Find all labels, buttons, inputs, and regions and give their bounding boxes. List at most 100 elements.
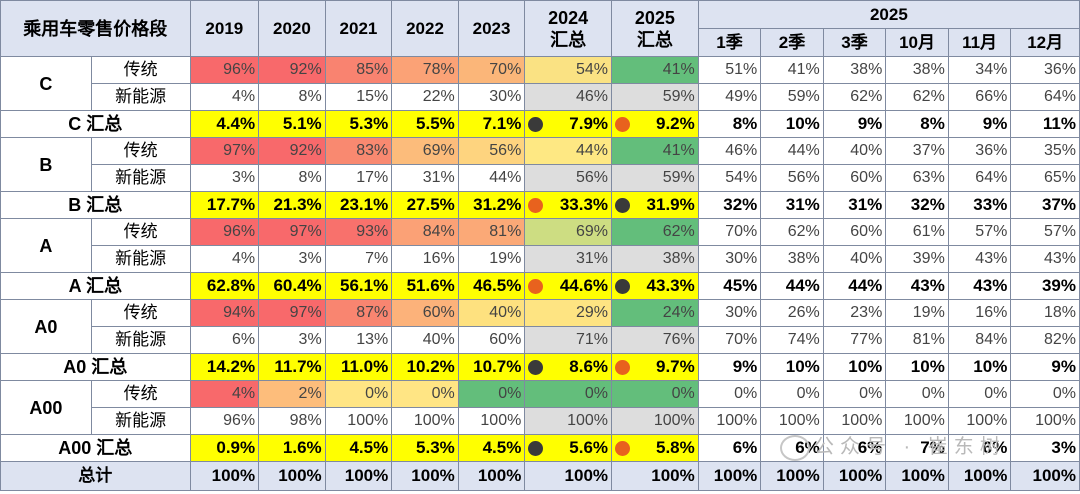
value-cell: 5.6% <box>524 434 613 462</box>
value-cell: 62% <box>611 218 699 246</box>
value-cell: 30% <box>697 299 762 327</box>
value-cell: 43% <box>1010 245 1080 273</box>
value-cell: 38% <box>611 245 699 273</box>
value-cell: 44% <box>760 272 824 300</box>
value-cell: 62% <box>760 218 824 246</box>
value-cell: 15% <box>324 83 393 111</box>
value-cell: 54% <box>697 164 762 192</box>
value-cell: 10% <box>760 353 824 381</box>
total-row: A0 汇总 14.2% 11.7% 11.0% 10.2% 10.7% 8.6% 9.7% 9%… <box>0 353 1080 381</box>
value-cell: 9.7% <box>611 353 699 381</box>
value-cell: 8% <box>697 110 762 138</box>
value-cell: 100% <box>324 407 393 435</box>
value-cell: 45% <box>697 272 762 300</box>
summary-2024-label: 汇总 <box>550 29 587 50</box>
value-cell: 56% <box>760 164 824 192</box>
value-cell: 3% <box>189 164 260 192</box>
value-cell: 6% <box>189 326 260 354</box>
value-cell: 62% <box>885 83 949 111</box>
value-cell: 6% <box>760 434 824 462</box>
group-2025-header: 2025 <box>697 0 1080 29</box>
value-cell: 3% <box>258 326 326 354</box>
value-cell: 16% <box>947 299 1012 327</box>
value-cell: 37% <box>885 137 949 165</box>
value-cell: 60% <box>822 218 887 246</box>
value-cell: 13% <box>324 326 393 354</box>
summary-2025-year: 2025 <box>634 7 675 28</box>
value-cell: 3% <box>1010 434 1080 462</box>
black-dot-icon <box>615 279 631 294</box>
value-cell: 87% <box>324 299 393 327</box>
sub-label: 传统 <box>90 137 191 165</box>
grand-total-label: 总计 <box>0 461 191 491</box>
value-cell: 74% <box>760 326 824 354</box>
value-cell: 81% <box>457 218 526 246</box>
value-cell: 70% <box>697 326 762 354</box>
black-dot-icon <box>528 441 544 456</box>
value-cell: 26% <box>760 299 824 327</box>
value-cell: 98% <box>258 407 326 435</box>
value-cell: 43.3% <box>611 272 699 300</box>
value-cell: 11% <box>1010 110 1080 138</box>
data-row: A00 传统 4% 2% 0% 0% 0% 0% 0% 0% 0% 0% 0% 0% 0% <box>0 380 1080 435</box>
value-cell: 17% <box>324 164 393 192</box>
value-cell: 46% <box>697 137 762 165</box>
value-cell: 77% <box>822 326 887 354</box>
value-cell: 9% <box>1010 353 1080 381</box>
value-cell: 65% <box>1010 164 1080 192</box>
sub-label: 传统 <box>90 218 191 246</box>
value-cell: 40% <box>822 137 887 165</box>
value-cell: 31.2% <box>457 191 526 219</box>
value-cell: 4.4% <box>189 110 260 138</box>
value-cell: 4.5% <box>324 434 393 462</box>
value-cell: 30% <box>697 245 762 273</box>
value-cell: 0% <box>760 380 824 408</box>
value-cell: 6% <box>822 434 887 462</box>
sub-label: 传统 <box>90 299 191 327</box>
value-cell: 34% <box>947 56 1012 84</box>
value-cell: 100% <box>1010 407 1080 435</box>
value-cell: 81% <box>885 326 949 354</box>
grand-total-value: 100% <box>885 461 949 491</box>
grand-total-value: 100% <box>189 461 260 491</box>
value-cell: 44% <box>457 164 526 192</box>
value-cell: 4% <box>189 83 260 111</box>
value-cell: 0% <box>391 380 459 408</box>
value-cell: 85% <box>324 56 393 84</box>
value-cell: 24% <box>611 299 699 327</box>
value-cell: 63% <box>885 164 949 192</box>
total-label: C 汇总 <box>0 110 191 138</box>
value-cell: 0% <box>1010 380 1080 408</box>
value-cell: 92% <box>258 137 326 165</box>
value-cell: 60% <box>822 164 887 192</box>
value-cell: 10% <box>947 353 1012 381</box>
value-cell: 59% <box>611 164 699 192</box>
value-cell: 32% <box>885 191 949 219</box>
value-text: 5.8% <box>656 438 695 457</box>
segment-label: B <box>0 137 92 192</box>
value-cell: 97% <box>258 299 326 327</box>
value-cell: 31% <box>524 245 613 273</box>
grand-total-value: 100% <box>822 461 887 491</box>
value-cell: 44% <box>822 272 887 300</box>
value-cell: 9% <box>822 110 887 138</box>
value-cell: 51% <box>697 56 762 84</box>
summary-2025-label: 汇总 <box>636 29 673 50</box>
sub-label: 新能源 <box>90 164 191 192</box>
value-cell: 0% <box>611 380 699 408</box>
value-cell: 8% <box>885 110 949 138</box>
value-cell: 0.9% <box>189 434 260 462</box>
value-cell: 7% <box>885 434 949 462</box>
sub-label: 新能源 <box>90 83 191 111</box>
period-header: 2季 <box>760 28 824 57</box>
value-cell: 9% <box>697 353 762 381</box>
total-label: A 汇总 <box>0 272 191 300</box>
value-cell: 56.1% <box>324 272 393 300</box>
value-cell: 96% <box>189 56 260 84</box>
value-cell: 100% <box>457 407 526 435</box>
value-cell: 7% <box>324 245 393 273</box>
grand-total-value: 100% <box>611 461 699 491</box>
value-cell: 44.6% <box>524 272 613 300</box>
value-cell: 9% <box>947 110 1012 138</box>
value-cell: 21.3% <box>258 191 326 219</box>
